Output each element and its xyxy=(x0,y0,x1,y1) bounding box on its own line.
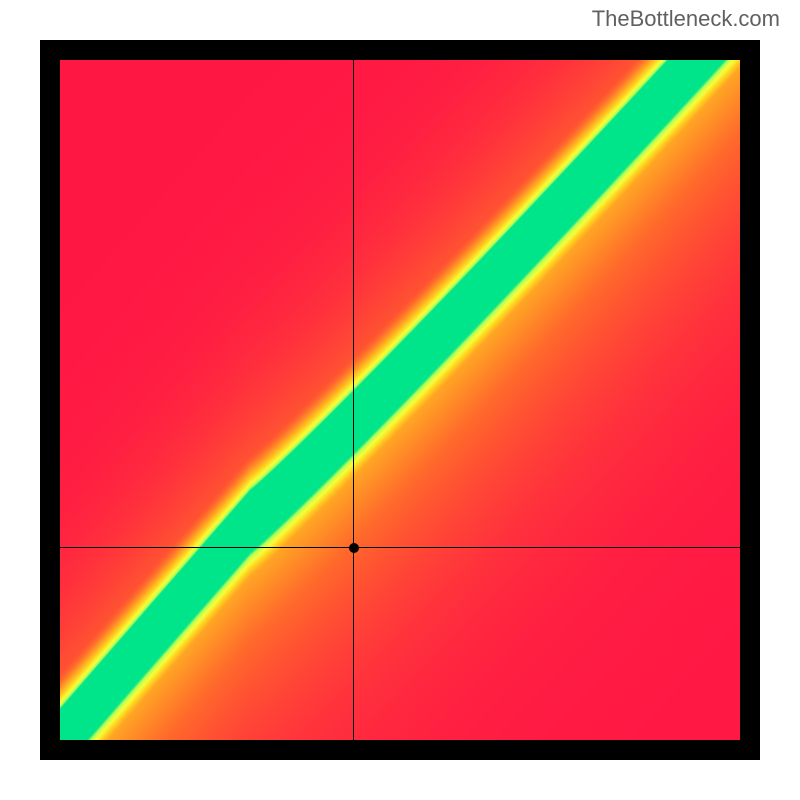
plot-area xyxy=(60,60,740,740)
heatmap-canvas xyxy=(60,60,740,740)
chart-container: TheBottleneck.com xyxy=(0,0,800,800)
plot-frame xyxy=(40,40,760,760)
marker-dot xyxy=(349,543,359,553)
watermark-text: TheBottleneck.com xyxy=(592,6,780,32)
crosshair-vertical xyxy=(353,60,354,740)
crosshair-horizontal xyxy=(60,547,740,548)
